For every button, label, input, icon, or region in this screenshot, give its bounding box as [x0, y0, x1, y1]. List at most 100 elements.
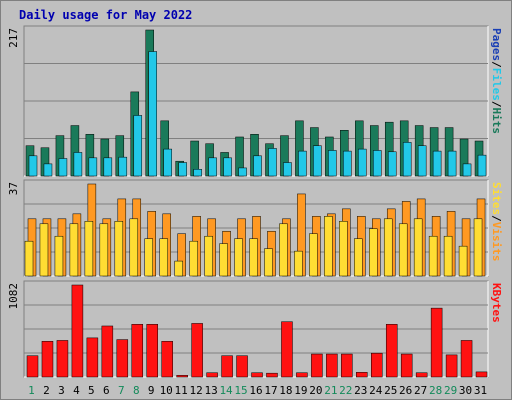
x-tick-label: 1	[28, 384, 35, 397]
bar-sites-day-10	[159, 238, 168, 277]
bar-files-day-25	[387, 151, 397, 177]
bar-kbytes-day-12	[191, 323, 203, 378]
bar-files-day-3	[58, 158, 68, 177]
bar-sites-day-25	[383, 218, 393, 277]
bar-files-day-17	[268, 148, 277, 177]
legend-item: Hits	[490, 108, 503, 135]
x-tick-label: 29	[444, 384, 457, 397]
bar-kbytes-day-6	[101, 325, 114, 378]
legend-item: Visits	[490, 222, 503, 262]
bar-files-day-2	[43, 163, 53, 177]
bar-kbytes-day-15	[236, 355, 248, 378]
bar-files-day-15	[238, 167, 247, 177]
x-tick-label: 30	[459, 384, 472, 397]
bar-files-day-18	[283, 162, 292, 177]
x-tick-label: 10	[160, 384, 173, 397]
bar-kbytes-day-1	[26, 355, 39, 378]
bar-kbytes-day-24	[371, 352, 383, 378]
bar-files-day-29	[447, 150, 457, 177]
bar-kbytes-day-18	[281, 321, 293, 378]
bar-sites-day-8	[129, 218, 139, 277]
bar-kbytes-day-7	[116, 339, 129, 378]
bar-files-day-16	[253, 155, 262, 177]
bar-kbytes-day-31	[475, 371, 488, 378]
panel-legend: Sites/Visits	[490, 182, 503, 262]
x-tick-label: 27	[414, 384, 427, 397]
x-tick-label: 2	[43, 384, 50, 397]
bar-kbytes-day-23	[356, 372, 368, 378]
bar-kbytes-day-11	[176, 375, 188, 378]
bar-files-day-12	[193, 169, 202, 177]
bar-files-day-22	[343, 150, 352, 177]
bar-sites-day-22	[339, 221, 348, 277]
x-tick-label: 4	[73, 384, 80, 397]
legend-item: Files	[490, 68, 503, 101]
bar-sites-day-16	[249, 238, 258, 277]
bar-kbytes-day-5	[86, 337, 99, 378]
bar-kbytes-day-4	[71, 284, 84, 378]
panel-max-label: 1082	[7, 283, 20, 310]
bar-kbytes-day-13	[206, 372, 218, 378]
x-tick-label: 6	[103, 384, 110, 397]
bar-files-day-31	[477, 154, 487, 177]
bar-sites-day-5	[84, 221, 94, 277]
panel-max-label: 37	[7, 182, 20, 195]
x-tick-label: 14	[219, 384, 233, 397]
bar-kbytes-day-16	[251, 372, 263, 378]
bar-kbytes-day-20	[311, 353, 323, 378]
bar-kbytes-day-2	[41, 341, 54, 378]
x-tick-label: 15	[234, 384, 247, 397]
bar-files-day-24	[373, 150, 382, 177]
bar-sites-day-26	[398, 223, 408, 277]
x-tick-label: 28	[429, 384, 442, 397]
bar-files-day-13	[208, 157, 217, 177]
bar-kbytes-day-14	[221, 355, 233, 378]
x-tick-label: 24	[369, 384, 383, 397]
bar-sites-day-27	[413, 218, 423, 277]
x-tick-label: 9	[148, 384, 155, 397]
bar-sites-day-20	[309, 233, 318, 277]
legend-item: Sites	[490, 182, 503, 215]
x-tick-label: 3	[58, 384, 65, 397]
bar-sites-day-9	[144, 238, 153, 277]
bar-files-day-26	[402, 142, 412, 177]
x-axis-day-labels: 1 2 3 4 5 6 7 8 9 10 11 12 13 14 15 16 17 18 19 20 21 22 23 24 2…	[28, 384, 487, 397]
bar-kbytes-day-28	[430, 307, 443, 378]
x-tick-label: 5	[88, 384, 95, 397]
bar-files-day-20	[313, 145, 322, 177]
bar-sites-day-29	[443, 235, 453, 277]
bar-kbytes-day-30	[460, 340, 473, 378]
bar-sites-day-3	[54, 235, 64, 277]
panel-legend: KBytes	[490, 283, 503, 323]
x-tick-label: 26	[399, 384, 412, 397]
bar-files-day-11	[178, 162, 187, 177]
bar-sites-day-21	[324, 216, 333, 277]
panel-max-label: 217	[7, 28, 20, 48]
x-tick-label: 17	[264, 384, 277, 397]
x-tick-label: 7	[118, 384, 125, 397]
x-tick-label: 16	[249, 384, 262, 397]
x-tick-label: 25	[384, 384, 397, 397]
x-tick-label: 20	[309, 384, 322, 397]
bar-sites-day-30	[458, 245, 468, 277]
bar-sites-day-14	[219, 243, 228, 277]
bar-sites-day-7	[114, 221, 124, 277]
bar-kbytes-day-29	[445, 354, 458, 378]
bar-kbytes-day-25	[385, 324, 398, 378]
bar-files-day-19	[298, 150, 307, 177]
bar-sites-day-23	[354, 238, 363, 277]
bar-files-day-6	[103, 157, 113, 177]
x-tick-label: 22	[339, 384, 352, 397]
legend-item: /	[490, 101, 503, 108]
panel-hits-files-pages: 217 Pages/Files/Hits	[7, 25, 503, 177]
legend-item: /	[490, 61, 503, 68]
bar-kbytes-day-19	[296, 372, 308, 378]
bar-kbytes-day-17	[266, 372, 278, 378]
bar-files-day-23	[358, 148, 367, 177]
legend-item: /	[490, 215, 503, 222]
bar-files-day-4	[73, 152, 83, 177]
x-tick-label: 23	[354, 384, 367, 397]
bar-sites-day-18	[279, 223, 288, 277]
x-tick-label: 12	[190, 384, 203, 397]
